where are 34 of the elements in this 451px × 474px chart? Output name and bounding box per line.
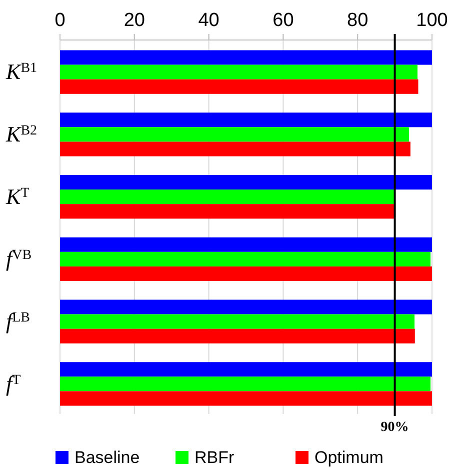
x-tick-label: 40	[198, 10, 220, 31]
y-tick-label: K$^{B1}$	[5, 59, 38, 84]
y-tick-label: f$^{LB}$	[6, 308, 30, 334]
x-tick-label: 20	[124, 10, 145, 31]
bar	[60, 127, 409, 142]
bar	[60, 266, 432, 282]
legend-label: RBFr	[194, 448, 234, 467]
bar	[60, 300, 432, 314]
bar	[60, 328, 415, 344]
bar	[60, 237, 432, 252]
legend-label: Baseline	[74, 448, 140, 467]
bar	[60, 174, 432, 190]
x-tick-label: 80	[347, 10, 368, 31]
bar	[60, 204, 395, 219]
y-tick-label: K$^{T}$	[5, 184, 30, 209]
x-tick-label: 60	[272, 10, 294, 31]
legend-label: Optimum	[314, 448, 384, 467]
bar	[60, 391, 432, 406]
bar	[60, 64, 418, 80]
bar	[60, 362, 432, 377]
bar	[60, 314, 415, 329]
ref-line-label: 90%	[380, 420, 409, 435]
bar	[60, 252, 431, 266]
bar	[60, 142, 410, 156]
x-tick-label: 100	[416, 10, 448, 31]
y-tick-label: f$^{VB}$	[6, 246, 32, 272]
bar	[60, 112, 432, 128]
y-tick-label: f$^{T}$	[6, 370, 22, 396]
bar	[60, 50, 432, 65]
bar	[60, 190, 395, 204]
bar	[60, 376, 431, 392]
bar	[60, 79, 418, 94]
x-tick-label: 0	[54, 10, 66, 31]
y-tick-label: K$^{B2}$	[5, 121, 38, 146]
